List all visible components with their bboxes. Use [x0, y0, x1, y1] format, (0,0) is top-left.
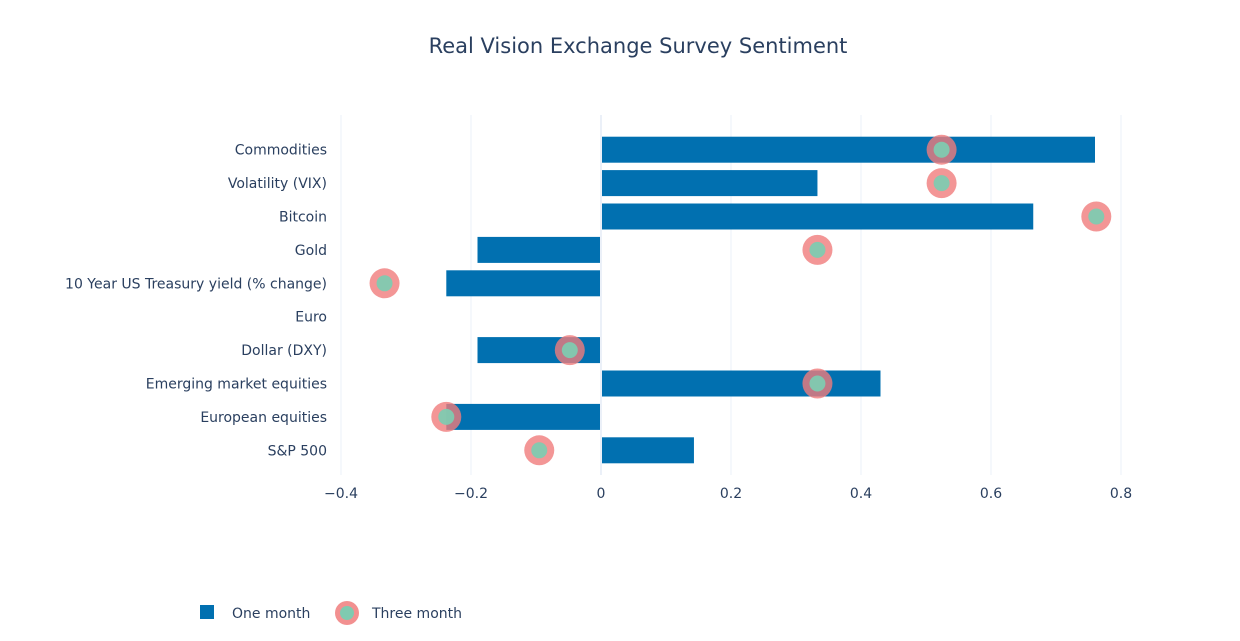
- marker-dot: [1088, 208, 1105, 225]
- x-tick-label: −0.2: [454, 486, 488, 502]
- marker-three-month[interactable]: [926, 168, 957, 199]
- marker-dot: [933, 175, 950, 192]
- y-tick-label: S&P 500: [268, 443, 327, 459]
- bar-one-month[interactable]: [601, 136, 1095, 163]
- x-axis-labels: −0.4 −0.2 0 0.2 0.4 0.6 0.8: [324, 486, 1132, 502]
- legend-item-one-month[interactable]: One month: [200, 605, 310, 622]
- y-tick-label: European equities: [200, 410, 327, 426]
- marker-dot: [809, 241, 826, 258]
- bar-one-month[interactable]: [446, 403, 601, 430]
- x-tick-label: −0.4: [324, 486, 358, 502]
- x-tick-label: 0.4: [850, 486, 872, 502]
- bar-one-month[interactable]: [601, 370, 881, 397]
- legend-label-one-month: One month: [232, 606, 310, 622]
- marker-three-month[interactable]: [802, 368, 833, 399]
- x-tick-label: 0.8: [1110, 486, 1132, 502]
- y-tick-label: Euro: [295, 310, 327, 326]
- marker-dot: [438, 408, 455, 425]
- marker-three-month[interactable]: [369, 268, 400, 299]
- legend-swatch-three-month-dot: [340, 606, 354, 620]
- y-axis-labels: Commodities Volatility (VIX) Bitcoin Gold 10…: [65, 143, 327, 460]
- x-tick-label: 0.6: [980, 486, 1002, 502]
- y-tick-label: 10 Year US Treasury yield (% change): [65, 276, 327, 292]
- bar-one-month[interactable]: [477, 236, 602, 263]
- bar-one-month[interactable]: [601, 437, 694, 464]
- bar-one-month[interactable]: [446, 270, 601, 297]
- marker-three-month[interactable]: [554, 335, 585, 366]
- y-tick-label: Gold: [295, 243, 327, 259]
- x-tick-label: 0.2: [720, 486, 742, 502]
- y-tick-label: Dollar (DXY): [241, 343, 327, 359]
- marker-three-month[interactable]: [524, 435, 555, 466]
- marker-dot: [531, 442, 548, 459]
- legend-swatch-one-month: [200, 605, 214, 619]
- y-tick-label: Commodities: [235, 143, 327, 159]
- legend-label-three-month: Three month: [371, 606, 462, 622]
- marker-dot: [561, 342, 578, 359]
- marker-three-month[interactable]: [431, 401, 462, 432]
- marker-three-month[interactable]: [802, 234, 833, 265]
- y-tick-label: Emerging market equities: [146, 377, 327, 393]
- bars-one-month: [446, 136, 1095, 464]
- marker-three-month[interactable]: [1081, 201, 1112, 232]
- legend-item-three-month[interactable]: Three month: [335, 601, 462, 625]
- marker-dot: [933, 141, 950, 158]
- x-tick-label: 0: [597, 486, 606, 502]
- y-tick-label: Volatility (VIX): [228, 176, 327, 192]
- bar-one-month[interactable]: [601, 203, 1034, 230]
- marker-three-month[interactable]: [926, 134, 957, 165]
- chart-title: Real Vision Exchange Survey Sentiment: [429, 34, 848, 58]
- markers-three-month: [369, 134, 1112, 466]
- marker-dot: [376, 275, 393, 292]
- marker-dot: [809, 375, 826, 392]
- bar-one-month[interactable]: [601, 170, 818, 197]
- legend[interactable]: One month Three month: [200, 601, 462, 625]
- y-tick-label: Bitcoin: [279, 210, 327, 226]
